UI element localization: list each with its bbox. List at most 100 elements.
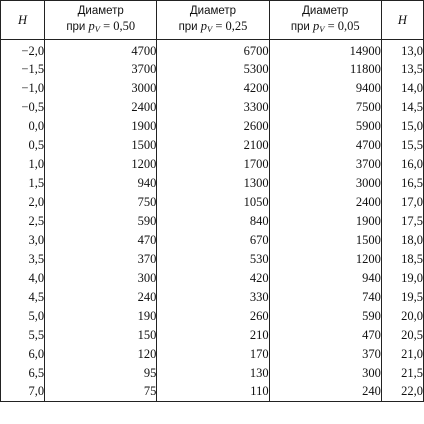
table-row: 4,5 240 330 740 19,5 [0, 287, 424, 306]
table-row: 0,0 1900 2600 5900 15,0 [0, 116, 424, 135]
cell-diameter-050: 4700 [44, 39, 158, 59]
cell-h-left: 4,0 [0, 268, 46, 287]
cell-h-right: 21,0 [380, 344, 424, 363]
cell-diameter-050: 95 [44, 363, 158, 382]
table-row: 6,5 95 130 300 21,5 [0, 363, 424, 382]
cell-diameter-005: 740 [268, 287, 382, 306]
cell-diameter-050: 750 [44, 192, 158, 211]
cell-diameter-025: 1050 [156, 192, 270, 211]
cell-diameter-050: 300 [44, 268, 158, 287]
cell-h-left: 7,0 [0, 382, 46, 402]
cell-h-right: 22,0 [380, 382, 424, 402]
cell-h-left: 5,5 [0, 325, 46, 344]
cell-diameter-005: 2400 [268, 192, 382, 211]
cell-h-right: 15,5 [380, 135, 424, 154]
cell-h-right: 19,5 [380, 287, 424, 306]
table-row: 6,0 120 170 370 21,0 [0, 344, 424, 363]
cell-h-left: −1,5 [0, 59, 46, 78]
cell-diameter-005: 1900 [268, 211, 382, 230]
cell-diameter-025: 110 [156, 382, 270, 402]
table-row: 2,5 590 840 1900 17,5 [0, 211, 424, 230]
cell-h-left: 0,0 [0, 116, 46, 135]
cell-h-left: −2,0 [0, 39, 46, 59]
table-row: −1,0 3000 4200 9400 14,0 [0, 78, 424, 97]
cell-diameter-025: 840 [156, 211, 270, 230]
cell-diameter-050: 470 [44, 230, 158, 249]
cell-diameter-005: 1500 [268, 230, 382, 249]
cell-diameter-025: 6700 [156, 39, 270, 59]
cell-h-left: 2,5 [0, 211, 46, 230]
cell-diameter-005: 300 [268, 363, 382, 382]
cell-diameter-025: 130 [156, 363, 270, 382]
cell-h-right: 19,0 [380, 268, 424, 287]
table-row: 5,5 150 210 470 20,5 [0, 325, 424, 344]
cell-h-left: −0,5 [0, 97, 46, 116]
header-diameter-050: Диаметр при pV = 0,50 [44, 0, 158, 40]
cell-diameter-025: 5300 [156, 59, 270, 78]
table-row: −1,5 3700 5300 11800 13,5 [0, 59, 424, 78]
cell-diameter-025: 530 [156, 249, 270, 268]
cell-diameter-050: 190 [44, 306, 158, 325]
cell-diameter-050: 3700 [44, 59, 158, 78]
cell-diameter-005: 3000 [268, 173, 382, 192]
cell-diameter-005: 1200 [268, 249, 382, 268]
cell-diameter-005: 240 [268, 382, 382, 402]
cell-h-right: 14,0 [380, 78, 424, 97]
header-row: H Диаметр при pV = 0,50 Диаметр при pV =… [0, 0, 424, 40]
cell-diameter-050: 1900 [44, 116, 158, 135]
cell-h-right: 20,0 [380, 306, 424, 325]
cell-diameter-005: 9400 [268, 78, 382, 97]
table-row: 2,0 750 1050 2400 17,0 [0, 192, 424, 211]
cell-h-right: 18,0 [380, 230, 424, 249]
cell-diameter-005: 940 [268, 268, 382, 287]
header-diameter-005: Диаметр при pV = 0,05 [268, 0, 382, 40]
cell-diameter-050: 240 [44, 287, 158, 306]
diameter-table: H Диаметр при pV = 0,50 Диаметр при pV =… [0, 0, 424, 402]
cell-h-left: 1,5 [0, 173, 46, 192]
cell-h-right: 17,5 [380, 211, 424, 230]
cell-h-right: 13,5 [380, 59, 424, 78]
cell-h-left: 0,5 [0, 135, 46, 154]
cell-diameter-025: 4200 [156, 78, 270, 97]
cell-h-left: 6,5 [0, 363, 46, 382]
table-body: −2,0 4700 6700 14900 13,0 −1,5 3700 5300 11800 13… [0, 39, 424, 402]
cell-diameter-005: 370 [268, 344, 382, 363]
cell-diameter-005: 14900 [268, 39, 382, 59]
cell-diameter-005: 590 [268, 306, 382, 325]
cell-diameter-050: 1200 [44, 154, 158, 173]
cell-h-right: 13,0 [380, 39, 424, 59]
cell-diameter-050: 120 [44, 344, 158, 363]
cell-diameter-050: 75 [44, 382, 158, 402]
cell-h-right: 17,0 [380, 192, 424, 211]
cell-h-left: 3,5 [0, 249, 46, 268]
cell-h-left: 6,0 [0, 344, 46, 363]
cell-h-left: 4,5 [0, 287, 46, 306]
cell-h-left: 3,0 [0, 230, 46, 249]
cell-diameter-050: 3000 [44, 78, 158, 97]
table-row: 1,5 940 1300 3000 16,5 [0, 173, 424, 192]
cell-diameter-025: 3300 [156, 97, 270, 116]
cell-h-right: 16,5 [380, 173, 424, 192]
cell-diameter-050: 150 [44, 325, 158, 344]
cell-h-right: 20,5 [380, 325, 424, 344]
cell-diameter-025: 210 [156, 325, 270, 344]
cell-diameter-025: 2600 [156, 116, 270, 135]
table-row: 1,0 1200 1700 3700 16,0 [0, 154, 424, 173]
cell-diameter-050: 2400 [44, 97, 158, 116]
header-diameter-025: Диаметр при pV = 0,25 [156, 0, 270, 40]
cell-diameter-005: 470 [268, 325, 382, 344]
cell-diameter-050: 940 [44, 173, 158, 192]
cell-diameter-005: 7500 [268, 97, 382, 116]
cell-diameter-025: 2100 [156, 135, 270, 154]
table-row: 7,0 75 110 240 22,0 [0, 382, 424, 402]
table-row: 0,5 1500 2100 4700 15,5 [0, 135, 424, 154]
cell-h-left: 5,0 [0, 306, 46, 325]
cell-diameter-050: 370 [44, 249, 158, 268]
cell-h-right: 16,0 [380, 154, 424, 173]
cell-diameter-025: 260 [156, 306, 270, 325]
cell-diameter-025: 670 [156, 230, 270, 249]
cell-h-right: 18,5 [380, 249, 424, 268]
cell-diameter-005: 5900 [268, 116, 382, 135]
table-row: 5,0 190 260 590 20,0 [0, 306, 424, 325]
